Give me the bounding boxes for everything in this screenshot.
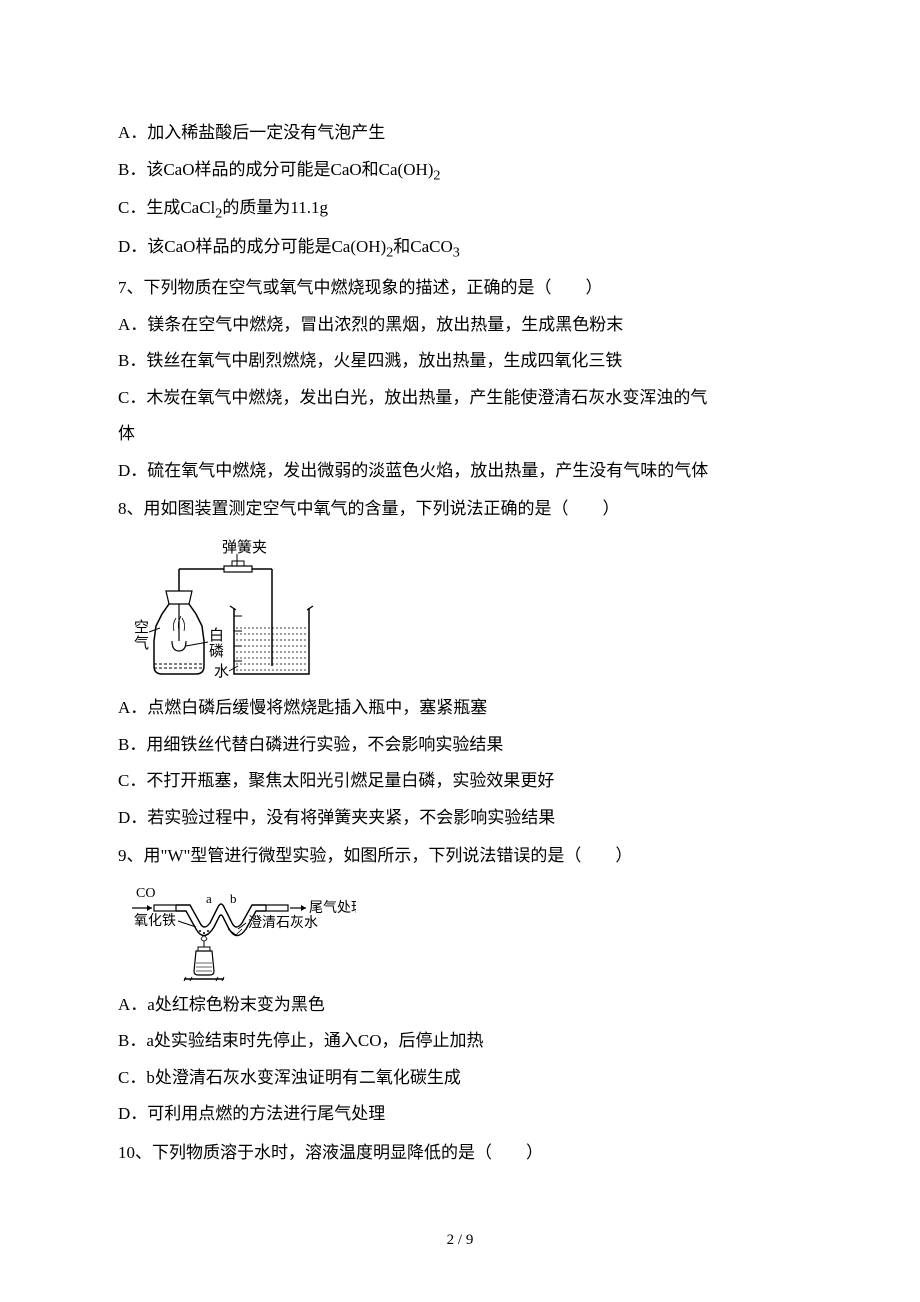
q9-option-c: C．b处澄清石灰水变浑浊证明有二氧化碳生成 [118,1060,802,1097]
a-label: a [206,891,212,906]
q6-option-d: D．该CaO样品的成分可能是Ca(OH)2和CaCO3 [118,229,802,268]
co-label: CO [136,886,155,901]
q7-stem: 7、下列物质在空气或氧气中燃烧现象的描述，正确的是（ ） [118,270,802,307]
q10-stem: 10、下列物质溶于水时，溶液温度明显降低的是（ ） [118,1135,802,1172]
q9-option-d: D．可利用点燃的方法进行尾气处理 [118,1096,802,1133]
white-label: 白 [209,627,224,644]
q6-optC-prefix: C．生成CaCl [118,198,215,217]
q6-option-c: C．生成CaCl2的质量为11.1g [118,190,802,229]
q6-optC-suffix: 的质量为11.1g [222,198,328,217]
q9-option-b: B．a处实验结束时先停止，通入CO，后停止加热 [118,1023,802,1060]
q8-option-a: A．点燃白磷后缓慢将燃烧匙插入瓶中，塞紧瓶塞 [118,690,802,727]
q8-option-d: D．若实验过程中，没有将弹簧夹夹紧，不会影响实验结果 [118,800,802,837]
limewater-label: 澄清石灰水 [248,915,318,931]
b-label: b [230,891,237,906]
q6-optB-text: B．该CaO样品的成分可能是CaO和Ca(OH) [118,160,433,179]
water-label: 水 [214,663,229,680]
tail-gas-label: 尾气处理 [309,900,356,916]
subscript: 2 [433,167,440,183]
page-number: 2 / 9 [0,1224,920,1256]
q7-option-d: D．硫在氧气中燃烧，发出微弱的淡蓝色火焰，放出热量，产生没有气味的气体 [118,453,802,490]
subscript: 3 [453,245,460,261]
q6-option-b: B．该CaO样品的成分可能是CaO和Ca(OH)2 [118,152,802,191]
q6-optD-prefix: D．该CaO样品的成分可能是Ca(OH) [118,237,386,256]
clip-label: 弹簧夹 [222,539,267,556]
q9-option-a: A．a处红棕色粉末变为黑色 [118,987,802,1024]
q8-option-c: C．不打开瓶塞，聚焦太阳光引燃足量白磷，实验效果更好 [118,763,802,800]
q7-option-a: A．镁条在空气中燃烧，冒出浓烈的黑烟，放出热量，生成黑色粉末 [118,307,802,344]
q6-optD-mid: 和CaCO [393,237,453,256]
q6-option-a: A．加入稀盐酸后一定没有气泡产生 [118,115,802,152]
q7-option-c-line2: 体 [118,416,802,453]
q7-option-c-line1: C．木炭在氧气中燃烧，发出白光，放出热量，产生能使澄清石灰水变浑浊的气 [118,380,802,417]
air-label-2: 气 [134,635,149,652]
air-label-1: 空 [134,619,149,636]
q8-stem: 8、用如图装置测定空气中氧气的含量，下列说法正确的是（ ） [118,491,802,528]
q9-stem: 9、用"W"型管进行微型实验，如图所示，下列说法错误的是（ ） [118,838,802,875]
q8-figure: 弹簧夹 空 气 白 磷 [124,536,802,686]
q8-option-b: B．用细铁丝代替白磷进行实验，不会影响实验结果 [118,727,802,764]
phosphorus-label: 磷 [209,643,224,660]
q9-figure: CO a b 氧化铁 尾气处理 澄清石灰水 [124,883,802,983]
iron-oxide-label: 氧化铁 [134,913,176,929]
q7-option-b: B．铁丝在氧气中剧烈燃烧，火星四溅，放出热量，生成四氧化三铁 [118,343,802,380]
